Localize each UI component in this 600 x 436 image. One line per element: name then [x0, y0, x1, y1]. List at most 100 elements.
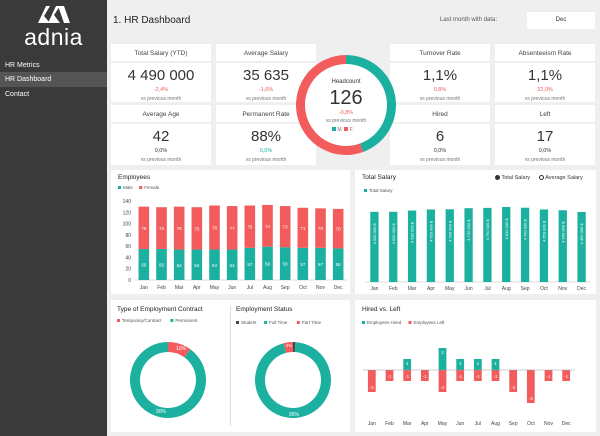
left-data-label: -1	[423, 374, 427, 379]
x-tick-label: Nov	[558, 286, 567, 292]
male-bar	[156, 248, 167, 280]
hired-bar	[438, 348, 447, 370]
left-data-label: -1	[493, 374, 497, 379]
female-data-label: 75	[141, 226, 147, 231]
headcount-sub: vs previous month	[325, 118, 367, 124]
headcount-bg	[296, 55, 396, 155]
divider	[230, 306, 231, 426]
x-tick-label: Apr	[421, 421, 429, 427]
temporary-segment	[168, 342, 191, 358]
salary-bar	[483, 207, 492, 282]
left-data-label: -2	[440, 385, 444, 390]
x-tick-label: Apr	[193, 285, 201, 291]
x-tick-label: Jun	[456, 421, 464, 427]
hired-bar	[473, 359, 482, 370]
x-tick-label: Aug	[502, 286, 511, 292]
female-data-label: 74	[159, 226, 165, 231]
female-data-label: 76	[177, 226, 183, 231]
salary-data-label: 4 500 000 $	[372, 222, 377, 244]
hired-data-label: 2	[441, 350, 444, 355]
legend-swatch	[170, 319, 174, 322]
female-data-label: 73	[283, 225, 289, 230]
kpi-delta: -2,4%	[153, 87, 169, 93]
kpi-value: 42	[152, 128, 170, 145]
last-month-select[interactable]: Dec	[527, 12, 595, 29]
salary-data-label: 4 730 000 $	[466, 219, 471, 241]
headcount-title: Headcount	[331, 79, 361, 85]
kpi-title: Left	[495, 105, 595, 124]
y-tick-label: 20	[125, 267, 131, 273]
x-tick-label: Mar	[175, 285, 184, 291]
sidebar-item-hr-metrics[interactable]: HR Metrics	[5, 62, 40, 69]
kpi-title: Average Age	[111, 105, 211, 124]
radio-total-salary[interactable]: Total Salary	[495, 175, 530, 181]
x-tick-label: Mar	[408, 286, 417, 292]
kpi-title: Hired	[390, 105, 490, 124]
legend-label: Permanent	[175, 318, 198, 323]
total-salary-chart: Total Salary 4 500 000 $ Jan 4 500 000 $ Feb…	[364, 188, 591, 292]
female-bar	[156, 207, 167, 249]
sidebar-item-hr-dashboard[interactable]: HR Dashboard	[0, 72, 107, 87]
legend-label: Employees Left	[414, 320, 446, 325]
left-data-label: -3	[529, 396, 533, 401]
salary-bar	[407, 210, 417, 282]
headcount-value: 126	[329, 87, 363, 109]
female-bar	[138, 206, 150, 249]
legend-swatch	[296, 321, 300, 324]
kpi-value: 1,1%	[527, 67, 563, 84]
employees-panel: Employees Male Female 0 20 40 60 80 100 120 140 55…	[111, 170, 350, 294]
salary-data-label: 4 650 000 $	[541, 220, 546, 242]
left-data-label: -1	[458, 374, 462, 379]
x-tick-label: Jan	[140, 285, 148, 291]
y-tick-label: 80	[125, 233, 131, 239]
male-bar	[315, 247, 326, 280]
legend-label: Part Time	[302, 320, 322, 325]
x-tick-label: Sep	[281, 285, 290, 291]
male-data-label: 56	[336, 262, 342, 267]
x-tick-label: Feb	[389, 286, 398, 292]
female-bar	[173, 206, 185, 250]
kpi-value: 35 635	[243, 67, 289, 84]
male-data-label: 54	[230, 263, 236, 268]
permanent-label: 90%	[156, 409, 167, 415]
salary-bar	[389, 211, 398, 282]
legend-swatch	[362, 321, 365, 324]
left-bar	[526, 370, 535, 403]
temporary-label: 10%	[176, 346, 187, 352]
legend-swatch	[264, 321, 268, 324]
legend-label: Female	[144, 185, 160, 190]
male-data-label: 57	[300, 262, 306, 267]
y-tick-label: 100	[123, 222, 132, 228]
kpi-delta: -1,6%	[258, 87, 274, 93]
kpi-sub: vs previous month	[140, 157, 182, 163]
male-data-label: 55	[141, 262, 147, 267]
kpi-card: Average Salary 35 635 -1,6% vs previous mon…	[216, 44, 316, 102]
salary-data-label: 4 580 000 $	[410, 221, 415, 243]
legend-label: Employees Hired	[367, 320, 402, 325]
male-bar	[244, 247, 256, 280]
left-bar	[367, 370, 376, 392]
male-data-label: 57	[318, 262, 324, 267]
logo-text: adnia	[24, 24, 83, 50]
radio-average-salary[interactable]: Average Salary	[539, 175, 583, 181]
hired-bar	[403, 359, 412, 370]
left-bar	[491, 370, 500, 381]
kpi-card: Permanent Rate 88% 0,0% vs previous month	[216, 105, 316, 165]
legend-label: Full Time	[269, 320, 288, 325]
x-tick-label: Apr	[427, 286, 435, 292]
legend-label: Male	[123, 185, 133, 190]
salary-bar	[520, 207, 530, 282]
kpi-sub: vs previous month	[140, 96, 182, 102]
sidebar-item-contact[interactable]: Contact	[5, 91, 30, 98]
left-bar	[385, 370, 394, 381]
left-bar	[403, 370, 412, 381]
kpi-sub: vs previous month	[245, 96, 287, 102]
x-tick-label: Nov	[316, 285, 325, 291]
x-tick-label: Jul	[475, 421, 481, 427]
y-tick-label: 140	[123, 199, 132, 205]
male-bar	[138, 248, 150, 280]
male-bar	[209, 249, 220, 280]
left-bar	[473, 370, 482, 381]
hired-data-label: 1	[459, 361, 462, 366]
x-tick-label: Oct	[299, 285, 307, 291]
